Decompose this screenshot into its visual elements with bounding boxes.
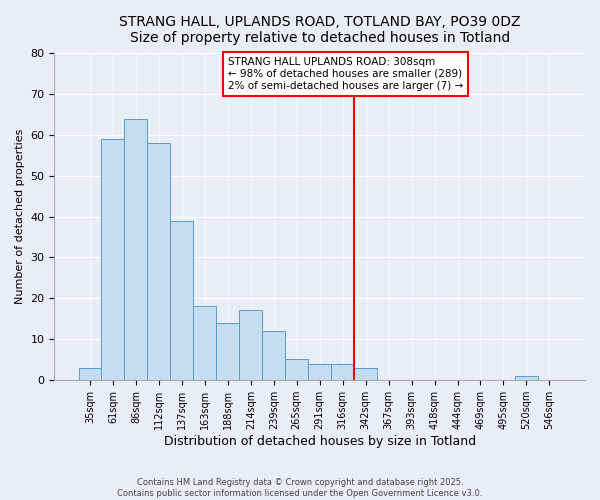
Bar	[217, 322, 239, 380]
Bar	[515, 376, 538, 380]
Title: STRANG HALL, UPLANDS ROAD, TOTLAND BAY, PO39 0DZ
Size of property relative to de: STRANG HALL, UPLANDS ROAD, TOTLAND BAY, …	[119, 15, 520, 45]
Bar	[308, 364, 331, 380]
X-axis label: Distribution of detached houses by size in Totland: Distribution of detached houses by size …	[164, 434, 476, 448]
Bar	[331, 364, 354, 380]
Bar	[101, 139, 124, 380]
Bar	[124, 118, 148, 380]
Text: STRANG HALL UPLANDS ROAD: 308sqm
← 98% of detached houses are smaller (289)
2% o: STRANG HALL UPLANDS ROAD: 308sqm ← 98% o…	[228, 58, 463, 90]
Text: Contains HM Land Registry data © Crown copyright and database right 2025.
Contai: Contains HM Land Registry data © Crown c…	[118, 478, 482, 498]
Bar	[79, 368, 101, 380]
Y-axis label: Number of detached properties: Number of detached properties	[15, 129, 25, 304]
Bar	[239, 310, 262, 380]
Bar	[193, 306, 217, 380]
Bar	[148, 143, 170, 380]
Bar	[170, 220, 193, 380]
Bar	[285, 360, 308, 380]
Bar	[354, 368, 377, 380]
Bar	[262, 331, 285, 380]
